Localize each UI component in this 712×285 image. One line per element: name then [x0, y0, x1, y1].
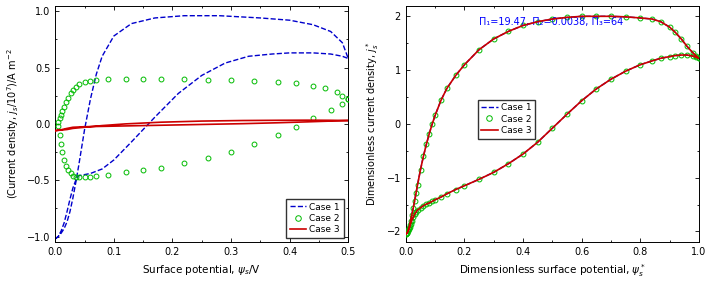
X-axis label: Surface potential, $\psi_s$/V: Surface potential, $\psi_s$/V — [142, 263, 261, 277]
Y-axis label: Dimensionless current density, $j_s^*$: Dimensionless current density, $j_s^*$ — [365, 42, 381, 206]
X-axis label: Dimensionless surface potential, $\psi_s^*$: Dimensionless surface potential, $\psi_s… — [459, 263, 646, 280]
Legend: Case 1, Case 2, Case 3: Case 1, Case 2, Case 3 — [478, 100, 535, 139]
Legend: Case 1, Case 2, Case 3: Case 1, Case 2, Case 3 — [286, 199, 344, 238]
Y-axis label: (Current density, $j_s$/10$^7$)/A m$^{-2}$: (Current density, $j_s$/10$^7$)/A m$^{-2… — [6, 49, 21, 199]
Text: Π₁=19.47, Π₂=0.0038, Π₃=64: Π₁=19.47, Π₂=0.0038, Π₃=64 — [479, 17, 623, 27]
